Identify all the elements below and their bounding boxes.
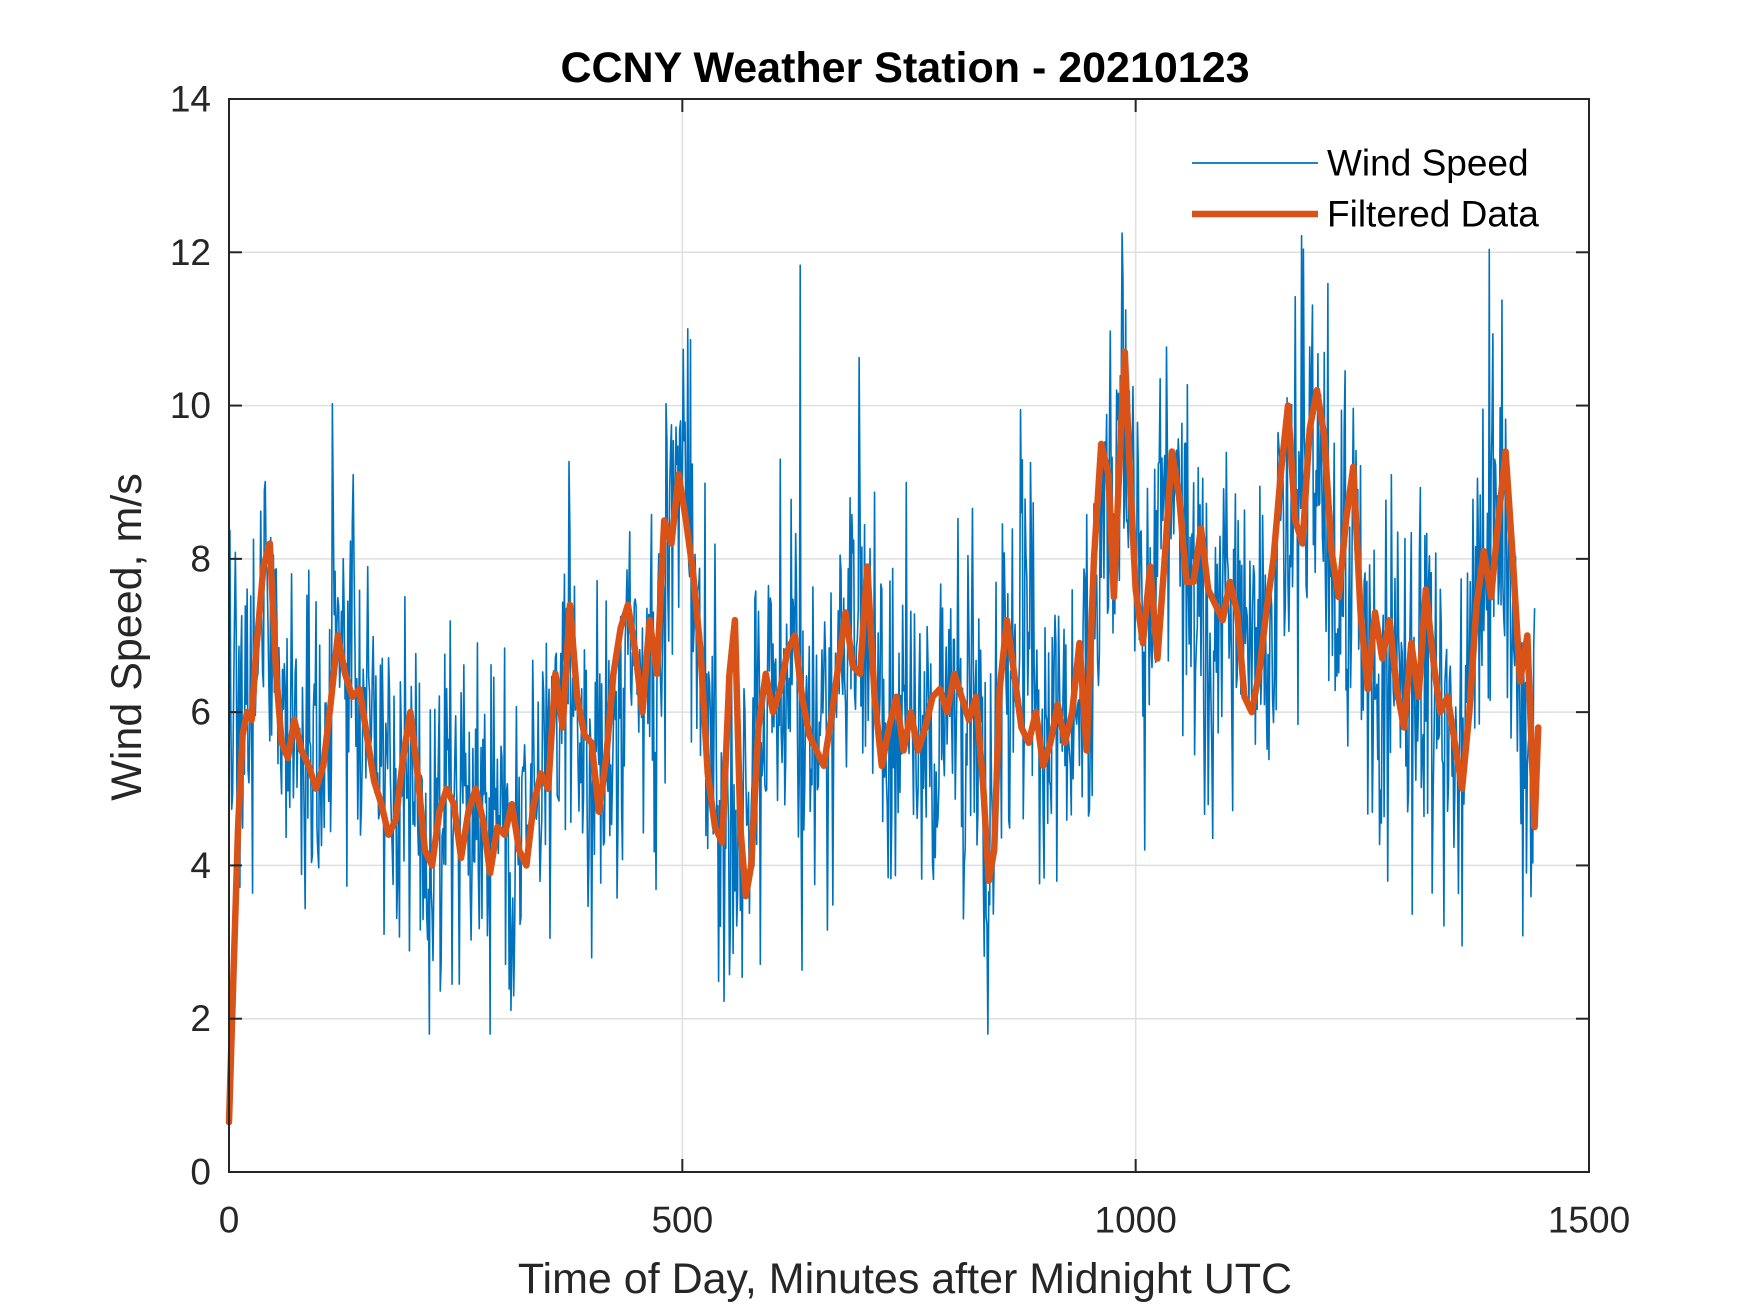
legend-label-wind-speed: Wind Speed bbox=[1327, 143, 1529, 184]
legend: Wind Speed Filtered Data bbox=[1192, 143, 1539, 235]
y-tick-label: 14 bbox=[170, 79, 211, 120]
y-tick-label: 2 bbox=[190, 998, 211, 1039]
legend-label-filtered-data: Filtered Data bbox=[1327, 194, 1539, 235]
axes-box bbox=[228, 98, 1590, 1173]
series-wind-speed-line bbox=[228, 232, 1536, 1035]
y-tick-label: 0 bbox=[190, 1152, 211, 1193]
x-tick-label: 500 bbox=[651, 1200, 713, 1241]
y-tick-label: 8 bbox=[190, 538, 211, 579]
series-filtered-data-line bbox=[225, 348, 1542, 1126]
chart-title: CCNY Weather Station - 20210123 bbox=[560, 44, 1249, 92]
axes: 0 500 1000 1500 0 2 4 6 8 10 12 14 bbox=[170, 79, 1630, 1241]
y-axis-label: Wind Speed, m/s bbox=[103, 473, 151, 800]
plot-series bbox=[225, 232, 1542, 1126]
y-tick-label: 12 bbox=[170, 232, 211, 273]
y-tick-label: 10 bbox=[170, 385, 211, 426]
y-tick-label: 4 bbox=[190, 845, 211, 886]
x-tick-label: 1000 bbox=[1095, 1200, 1177, 1241]
y-tick-label: 6 bbox=[190, 692, 211, 733]
x-tick-label: 1500 bbox=[1548, 1200, 1630, 1241]
x-tick-label: 0 bbox=[219, 1200, 240, 1241]
x-axis-label: Time of Day, Minutes after Midnight UTC bbox=[518, 1255, 1292, 1303]
